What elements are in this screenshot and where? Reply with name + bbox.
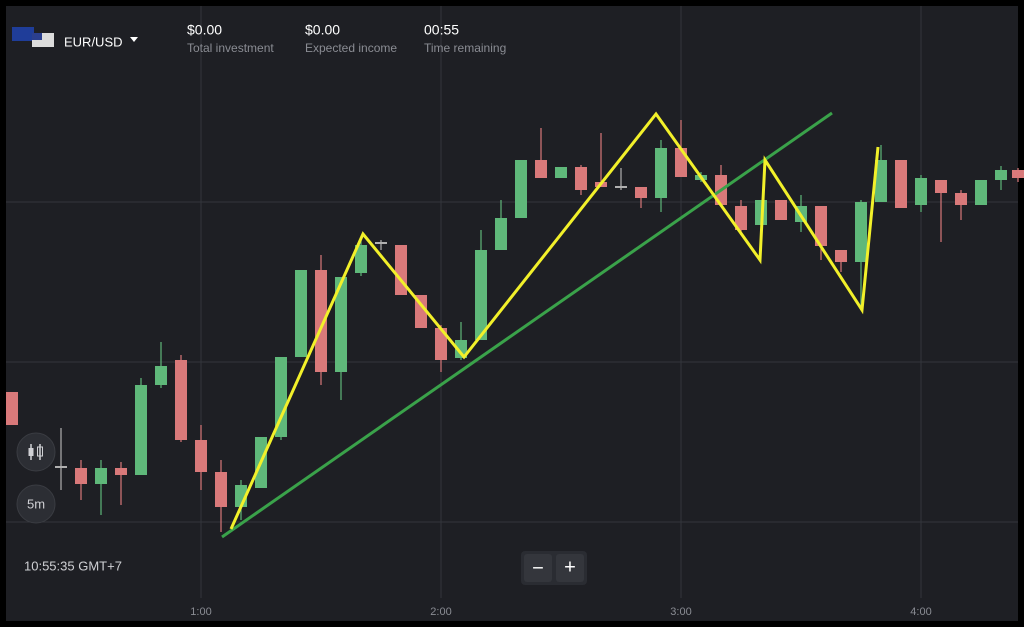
time-label: 4:00: [910, 606, 931, 618]
time-label: 3:00: [670, 606, 691, 618]
candle-body: [155, 366, 167, 385]
stat-value: $0.00: [187, 22, 222, 38]
button-circle: [16, 484, 56, 524]
candle-body: [735, 206, 747, 230]
candle-body: [535, 160, 547, 178]
grid: [6, 6, 1018, 598]
candle-body: [275, 357, 287, 437]
candle-body: [875, 160, 887, 202]
candle-body: [6, 392, 18, 425]
eu-flag: [12, 27, 34, 41]
candle-body: [655, 148, 667, 198]
candle-body: [615, 186, 627, 188]
zoom-out-label: −: [532, 557, 544, 579]
candle-body: [995, 170, 1007, 180]
candle-body: [775, 200, 787, 220]
candle-body: [375, 242, 387, 244]
zoom-in-button[interactable]: +: [556, 554, 584, 582]
candle-body: [915, 178, 927, 205]
trend-line: [221, 111, 833, 539]
candle-body: [315, 270, 327, 372]
timeframe-button[interactable]: 5m: [16, 484, 56, 524]
candle-body: [355, 245, 367, 273]
pair-name: EUR/USD: [64, 34, 123, 49]
time-label: 1:00: [190, 606, 211, 618]
candle-body: [175, 360, 187, 440]
candle-body: [1012, 170, 1024, 178]
candle-body: [675, 148, 687, 177]
candle-body: [95, 468, 107, 484]
clock: 10:55:35 GMT+7: [24, 558, 122, 573]
stat-value: 00:55: [424, 22, 459, 38]
candle-body: [495, 218, 507, 250]
zoom-out-button[interactable]: −: [524, 554, 552, 582]
icon: [28, 448, 34, 456]
candles: [6, 120, 1024, 532]
candle-body: [195, 440, 207, 472]
candle-body: [335, 277, 347, 372]
stat: $0.00 Total investment $0.00 Expected in…: [187, 22, 506, 55]
stat-label: Time remaining: [424, 41, 506, 55]
timeframe-label: 5m: [27, 496, 45, 511]
stat-label: Expected income: [305, 41, 397, 55]
candle-body: [75, 468, 87, 484]
pair-selector[interactable]: EUR/USD: [12, 27, 138, 49]
candle-body: [515, 160, 527, 218]
chart-type-button[interactable]: [16, 432, 56, 472]
dropdown-arrow: [130, 37, 138, 42]
candle-body: [215, 472, 227, 507]
time-label: 2:00: [430, 606, 451, 618]
candle-body: [135, 385, 147, 475]
candle-body: [115, 468, 127, 475]
candle-body: [555, 167, 567, 178]
icon: [37, 446, 43, 457]
zoom-in-label: +: [564, 556, 576, 578]
button-bg: [524, 554, 552, 582]
stat-label: Total investment: [187, 41, 274, 55]
candle-body: [815, 206, 827, 246]
candle-body: [955, 193, 967, 205]
candle-body: [295, 270, 307, 357]
candle-body: [475, 250, 487, 340]
candle-body: [435, 328, 447, 360]
button-circle: [16, 432, 56, 472]
candle-body: [855, 202, 867, 262]
zigzag-line: [229, 111, 880, 530]
candle-body: [455, 340, 467, 358]
candle-body: [835, 250, 847, 262]
candle-body: [55, 466, 67, 468]
candle-body: [575, 167, 587, 190]
time-axis: 1:00 2:00 3:00 4:00: [190, 606, 931, 618]
candle-body: [635, 187, 647, 198]
candle-body: [975, 180, 987, 205]
stat-value: $0.00: [305, 22, 340, 38]
chart-background: [6, 6, 1018, 621]
us-flag-canton: [32, 33, 42, 40]
candle-body: [895, 160, 907, 208]
candle-body: [935, 180, 947, 193]
button-bg: [556, 554, 584, 582]
